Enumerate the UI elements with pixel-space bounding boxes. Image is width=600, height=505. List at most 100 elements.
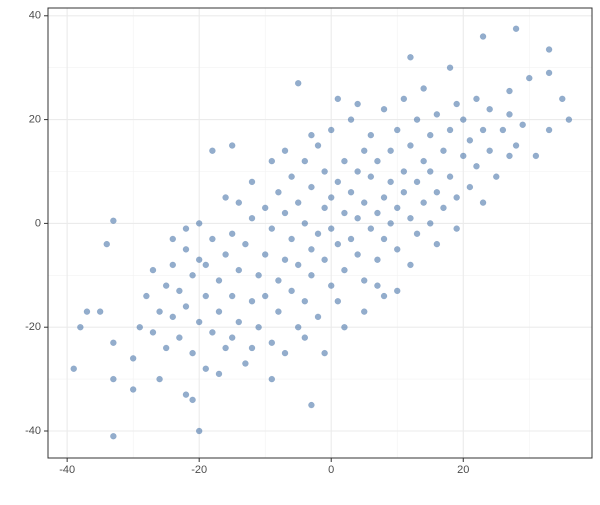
point [327,194,335,201]
point [182,246,190,253]
point [341,157,348,165]
point [387,147,394,154]
point [189,396,196,404]
point [209,235,216,243]
point [281,256,289,263]
point [96,308,104,315]
point [222,251,229,258]
point [354,251,361,258]
y-tick-label: 40 [29,10,41,22]
point [360,308,368,315]
point [275,277,282,284]
point [261,251,269,258]
point [374,209,381,217]
point [215,370,223,378]
point [222,194,229,201]
point [202,292,210,300]
point [400,95,408,103]
point [479,33,487,40]
point [129,386,137,393]
point [341,266,348,274]
point [506,152,513,160]
point [479,126,487,134]
point [440,204,447,212]
panel-border [47,7,593,459]
point [209,147,216,154]
point [182,391,190,398]
point [321,204,328,212]
point [288,287,295,295]
point [486,105,493,113]
point [149,329,157,336]
point [294,323,302,331]
point [301,157,309,165]
point [228,230,236,238]
point [308,183,315,191]
point [512,25,520,33]
point [413,178,421,186]
point [473,95,480,103]
x-tick-label: 0 [328,464,334,476]
point [288,173,295,180]
point [347,189,355,196]
point [559,95,566,103]
point [308,131,315,139]
point [380,292,388,300]
point [110,217,117,225]
point [215,308,223,315]
point [407,54,414,61]
point [314,230,322,238]
point [440,147,447,154]
point [545,69,553,77]
point [479,199,487,206]
point [195,256,203,263]
point [268,339,276,347]
point [70,365,77,372]
point [334,240,342,248]
point [433,240,441,248]
point [407,142,414,149]
point [347,235,355,243]
point [532,152,540,160]
point [486,147,493,154]
point [327,225,335,232]
point [162,282,170,289]
point [110,375,117,383]
point [545,46,553,53]
point [202,365,210,372]
point [248,298,256,305]
point [360,147,368,154]
y-tick-label: 20 [29,113,41,125]
point [407,214,414,222]
point [400,168,408,175]
point [334,178,342,186]
point [506,87,513,95]
y-tick-label: 0 [35,217,41,229]
point [268,157,276,165]
point [466,183,474,191]
point [453,225,460,232]
point [248,214,256,222]
point [380,235,388,243]
point [189,272,196,279]
point [195,318,203,326]
point [149,266,157,274]
point [387,220,394,227]
point [248,178,256,186]
point [367,173,375,180]
point [321,349,328,357]
point [143,292,150,300]
point [156,308,163,315]
point [169,235,177,243]
point [519,121,526,129]
point [228,142,236,149]
point [393,204,401,212]
point [248,344,256,352]
point [446,173,454,180]
point [195,220,203,227]
point [446,126,454,134]
point [202,261,210,269]
point [321,168,328,175]
point [433,189,441,196]
point [466,137,474,144]
